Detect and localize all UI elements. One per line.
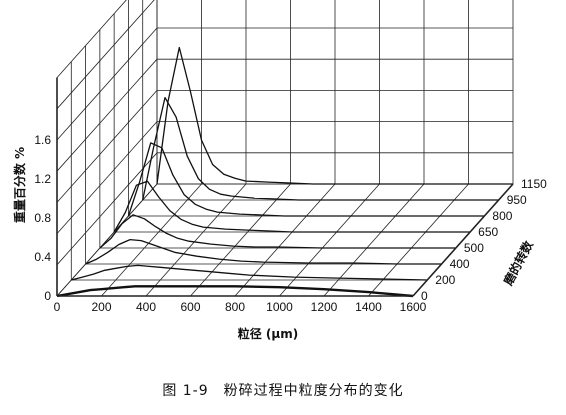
series-curves (56, 46, 513, 298)
left-wall-hline (56, 90, 158, 203)
left-wall-hline (56, 27, 158, 141)
series-curve-200 (71, 264, 428, 281)
z-tick-label: 200 (435, 273, 455, 287)
series-curve-950 (142, 96, 499, 201)
x-tick-label: 200 (91, 300, 111, 314)
axis-lines (56, 77, 514, 297)
x-tick-label: 1600 (400, 300, 427, 314)
x-tick-label: 800 (225, 300, 245, 314)
y-axis-title: 重量百分数 % (12, 147, 27, 223)
floor-depth-line (101, 183, 202, 297)
x-tick-label: 600 (180, 300, 200, 314)
figure-caption: 图 1-9 粉碎过程中粒度分布的变化 (162, 383, 404, 399)
x-axis-title: 粒径 (μm) (238, 326, 298, 341)
z-tick-label: 950 (507, 193, 527, 207)
back-wall-grid (156, 0, 514, 185)
x-tick-label: 400 (136, 300, 156, 314)
left-wall-hline (56, 152, 158, 266)
left-wall-hline (56, 0, 127, 78)
floor-depth-line (368, 183, 469, 297)
z-tick-label: 400 (450, 257, 470, 271)
z-tick-label: 0 (421, 289, 428, 303)
left-wall-hline (56, 121, 158, 234)
z-tick-label: 650 (478, 225, 498, 239)
y-tick-label: 0.4 (34, 250, 51, 264)
left-wall-grid (56, 0, 158, 297)
series-curve-400 (85, 238, 442, 265)
z-tick-label: 500 (464, 241, 484, 255)
z-tick-label: 800 (492, 209, 512, 223)
floor-depth-line (234, 183, 336, 297)
series-curve-0 (56, 285, 414, 298)
x-tick-label: 0 (54, 300, 61, 314)
series-curve-800 (127, 142, 485, 217)
y-tick-label: 0 (44, 289, 51, 303)
left-wall-hline (56, 0, 155, 110)
z-axis-line (412, 183, 514, 297)
floor-depth-line (323, 183, 425, 297)
series-curve-1150 (156, 46, 513, 185)
z-tick-label: 1150 (521, 177, 547, 191)
z-axis-title: 磨的转数 (500, 237, 537, 288)
x-tick-label: 1000 (266, 300, 293, 314)
tick-labels: 0 200 400 600 800 1000 1200 1400 1600 0.4 0.8 1.2 1.… (34, 133, 547, 314)
x-tick-label: 1200 (311, 300, 338, 314)
floor-depth-line (145, 183, 247, 297)
series-curve-650 (113, 180, 471, 233)
y-tick-label: 1.2 (34, 172, 51, 186)
x-tick-label: 1400 (355, 300, 382, 314)
y-tick-label: 0.8 (34, 211, 51, 225)
y-tick-label: 1.6 (34, 133, 51, 147)
floor-depth-line (190, 183, 291, 297)
floor-depth-line (56, 183, 158, 297)
series-curve-500 (99, 214, 456, 249)
left-wall-hline (56, 58, 158, 172)
